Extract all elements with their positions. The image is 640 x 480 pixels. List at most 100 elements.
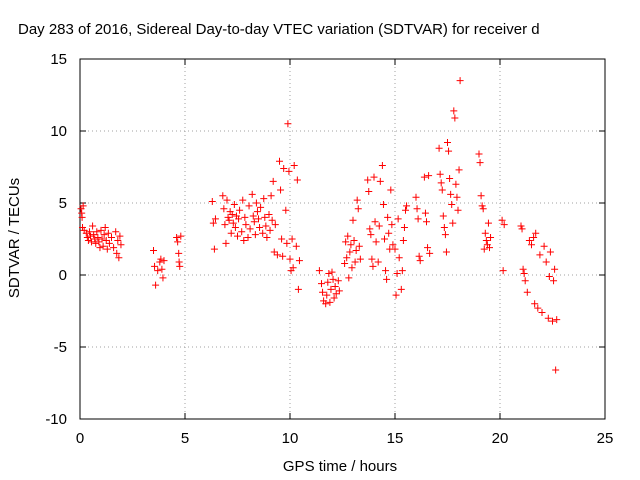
- data-point: [445, 147, 453, 155]
- data-point: [112, 228, 120, 236]
- data-point: [551, 265, 559, 273]
- data-point: [382, 267, 390, 275]
- data-point: [425, 172, 433, 180]
- data-point: [253, 208, 261, 216]
- data-point: [236, 206, 244, 214]
- data-point: [399, 236, 407, 244]
- data-point: [372, 238, 380, 246]
- data-point: [335, 287, 343, 295]
- data-point: [388, 221, 396, 229]
- data-point: [542, 258, 550, 266]
- data-point: [276, 157, 283, 165]
- data-point: [231, 223, 239, 231]
- data-point: [260, 195, 268, 203]
- data-point: [108, 234, 115, 242]
- data-point: [437, 179, 445, 187]
- data-point: [324, 278, 332, 286]
- data-point: [330, 294, 338, 302]
- data-point: [384, 213, 392, 221]
- data-point: [96, 244, 104, 252]
- data-point: [154, 267, 162, 275]
- data-point: [150, 247, 157, 255]
- x-tick-label: 5: [181, 430, 189, 447]
- data-point: [93, 228, 101, 236]
- data-point: [90, 231, 98, 239]
- data-point: [348, 264, 356, 272]
- data-point: [367, 231, 375, 239]
- data-point: [439, 212, 447, 220]
- data-point: [224, 213, 232, 221]
- y-axis-label: SDTVAR / TECUs: [6, 178, 23, 298]
- x-tick-label: 15: [387, 430, 404, 447]
- data-point: [82, 229, 90, 237]
- data-point: [412, 193, 420, 201]
- data-point: [79, 223, 87, 231]
- data-point: [113, 249, 121, 257]
- y-tick-label: 5: [59, 195, 67, 212]
- data-point: [366, 225, 374, 233]
- data-point: [381, 235, 388, 243]
- data-point: [347, 241, 355, 249]
- data-point: [480, 245, 488, 253]
- data-point: [286, 255, 294, 263]
- data-point: [176, 262, 184, 270]
- data-point: [446, 175, 454, 183]
- data-point: [345, 274, 353, 282]
- data-point: [413, 205, 421, 213]
- data-point: [228, 211, 236, 219]
- data-point: [256, 223, 264, 231]
- data-point: [239, 196, 247, 204]
- data-point: [278, 235, 286, 243]
- data-point: [115, 254, 123, 262]
- data-point: [482, 236, 490, 244]
- data-point: [531, 300, 539, 308]
- data-point: [295, 257, 303, 265]
- data-point: [159, 274, 167, 282]
- data-point: [116, 232, 124, 240]
- data-point: [99, 242, 107, 250]
- data-point: [271, 221, 279, 229]
- data-point: [520, 270, 528, 278]
- data-point: [279, 252, 287, 260]
- data-point: [332, 290, 340, 298]
- data-point: [261, 213, 269, 221]
- data-point: [266, 226, 274, 234]
- data-point: [250, 218, 258, 226]
- data-point: [209, 219, 217, 227]
- data-point: [452, 180, 460, 188]
- data-point: [435, 144, 443, 152]
- data-point: [553, 316, 561, 324]
- data-point: [290, 162, 298, 170]
- data-point: [323, 291, 331, 299]
- data-point: [484, 219, 492, 227]
- data-point: [88, 238, 96, 246]
- data-point: [241, 213, 249, 221]
- plot-frame: [79, 58, 606, 420]
- data-point: [479, 205, 487, 213]
- data-point: [498, 216, 506, 224]
- data-point: [208, 198, 216, 206]
- data-point: [423, 218, 430, 226]
- data-point: [545, 272, 553, 280]
- data-point: [263, 234, 271, 242]
- data-point: [294, 285, 302, 293]
- data-point: [487, 234, 495, 242]
- data-point: [538, 308, 546, 316]
- data-point: [85, 228, 93, 236]
- data-point: [265, 211, 273, 219]
- data-point: [394, 215, 402, 223]
- data-point: [173, 234, 181, 242]
- data-point: [371, 218, 379, 226]
- data-point: [456, 77, 464, 85]
- data-point: [521, 277, 529, 285]
- y-tick-label: 15: [50, 51, 67, 68]
- data-point: [240, 236, 248, 244]
- data-point: [544, 314, 552, 322]
- data-point: [242, 221, 250, 229]
- data-point: [374, 258, 382, 266]
- data-point: [318, 280, 325, 288]
- data-point: [103, 245, 111, 253]
- data-point: [342, 238, 350, 246]
- data-point: [451, 114, 459, 122]
- data-point: [398, 267, 406, 275]
